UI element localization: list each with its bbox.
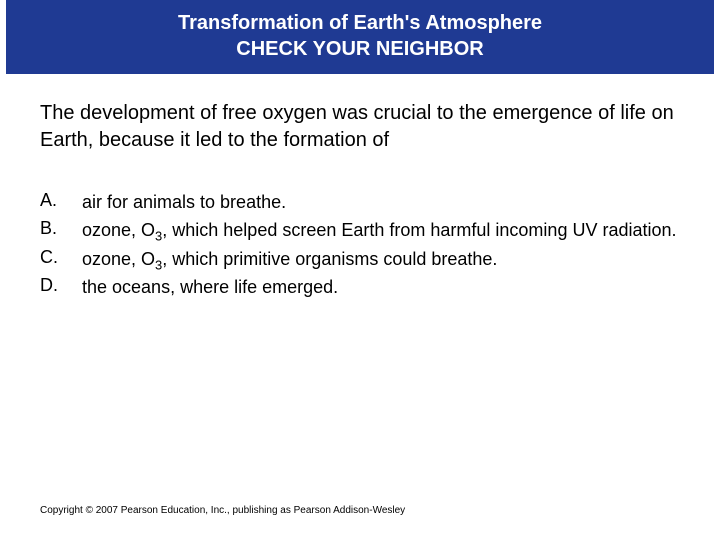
copyright-text: Copyright © 2007 Pearson Education, Inc.… bbox=[40, 505, 405, 516]
option-text: ozone, O3, which primitive organisms cou… bbox=[82, 247, 680, 271]
option-letter: D. bbox=[40, 275, 82, 296]
header-line-2: CHECK YOUR NEIGHBOR bbox=[6, 36, 714, 62]
option-text-pre: ozone, O bbox=[82, 249, 155, 269]
slide-header: Transformation of Earth's Atmosphere CHE… bbox=[6, 0, 714, 74]
option-letter: B. bbox=[40, 218, 82, 239]
header-line-1: Transformation of Earth's Atmosphere bbox=[6, 10, 714, 36]
question-text: The development of free oxygen was cruci… bbox=[40, 100, 680, 154]
option-row: B. ozone, O3, which helped screen Earth … bbox=[40, 218, 680, 242]
option-text-pre: ozone, O bbox=[82, 220, 155, 240]
option-row: C. ozone, O3, which primitive organisms … bbox=[40, 247, 680, 271]
option-text: the oceans, where life emerged. bbox=[82, 275, 680, 299]
option-letter: A. bbox=[40, 190, 82, 211]
option-text-post: , which helped screen Earth from harmful… bbox=[162, 220, 676, 240]
option-text: ozone, O3, which helped screen Earth fro… bbox=[82, 218, 680, 242]
option-row: D. the oceans, where life emerged. bbox=[40, 275, 680, 299]
option-text-post: , which primitive organisms could breath… bbox=[162, 249, 497, 269]
option-text: air for animals to breathe. bbox=[82, 190, 680, 214]
option-row: A. air for animals to breathe. bbox=[40, 190, 680, 214]
option-letter: C. bbox=[40, 247, 82, 268]
options-list: A. air for animals to breathe. B. ozone,… bbox=[40, 190, 680, 299]
